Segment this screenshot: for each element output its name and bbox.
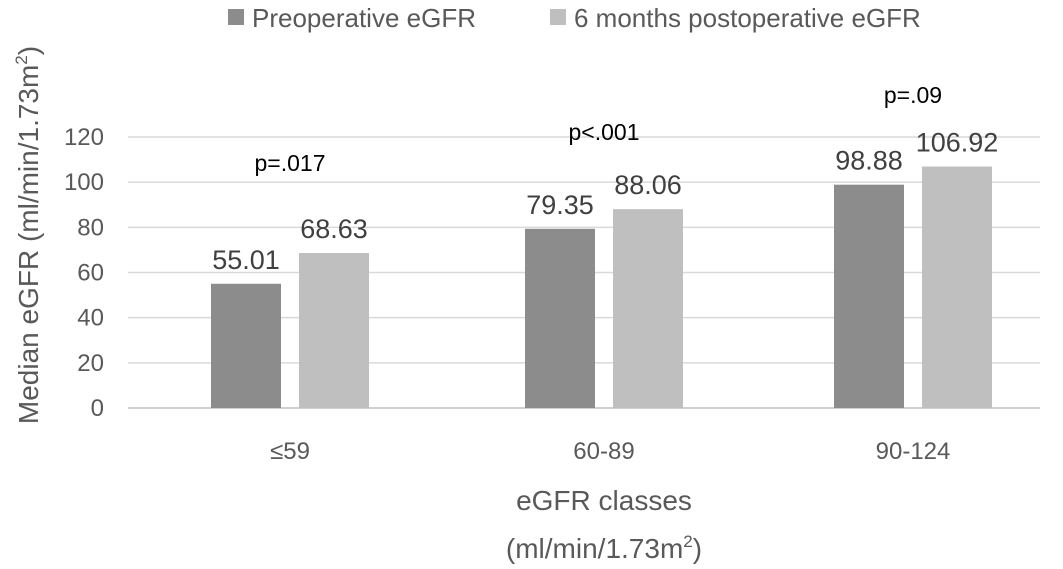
bar-postoperative	[613, 209, 683, 408]
legend-label-postoperative: 6 months postoperative eGFR	[574, 3, 921, 33]
bar-postoperative	[922, 166, 992, 408]
y-tick-label: 60	[77, 260, 104, 287]
data-label: 55.01	[212, 245, 280, 275]
x-axis-title-line2: (ml/min/1.73m2)	[506, 532, 702, 564]
bars	[211, 166, 992, 408]
legend-swatch-postoperative	[550, 9, 566, 25]
y-tick-label: 100	[64, 169, 104, 196]
data-label: 98.88	[835, 146, 903, 176]
x-category-label: ≤59	[270, 438, 310, 465]
bar-preoperative	[211, 283, 281, 408]
bar-preoperative	[834, 184, 904, 408]
value-labels: 55.01 68.63 79.35 88.06 98.88 106.92	[212, 128, 998, 275]
y-tick-label: 0	[91, 395, 104, 422]
data-label: 88.06	[614, 170, 682, 200]
legend-swatch-preoperative	[228, 9, 244, 25]
y-tick-label: 120	[64, 124, 104, 151]
y-tick-label: 80	[77, 214, 104, 241]
p-value-annotations: p=.017 p<.001 p=.09	[255, 82, 943, 176]
data-label: 106.92	[916, 128, 999, 158]
y-axis-ticks: 0 20 40 60 80 100 120	[64, 124, 104, 422]
x-axis-categories: ≤59 60-89 90-124	[270, 438, 950, 465]
data-label: 79.35	[526, 190, 594, 220]
bar-preoperative	[525, 228, 595, 408]
x-axis-title-line1: eGFR classes	[516, 485, 692, 516]
p-value-label: p=.09	[884, 82, 942, 108]
p-value-label: p=.017	[255, 150, 326, 176]
legend: Preoperative eGFR 6 months postoperative…	[228, 3, 921, 33]
y-axis-title: Median eGFR (ml/min/1.73m2)	[12, 46, 44, 424]
legend-label-preoperative: Preoperative eGFR	[252, 3, 476, 33]
data-label: 68.63	[300, 214, 368, 244]
y-tick-label: 40	[77, 305, 104, 332]
bar-postoperative	[299, 253, 369, 408]
y-tick-label: 20	[77, 350, 104, 377]
p-value-label: p<.001	[569, 119, 640, 145]
x-category-label: 60-89	[573, 438, 634, 465]
x-category-label: 90-124	[876, 438, 951, 465]
